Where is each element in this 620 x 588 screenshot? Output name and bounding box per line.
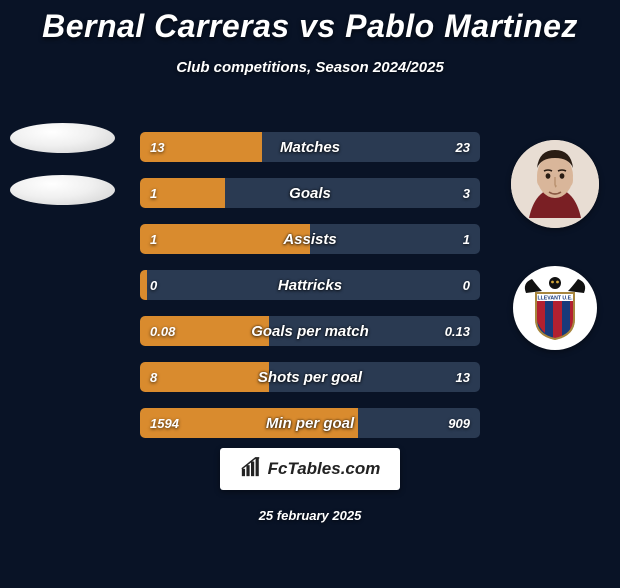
comparison-bars: Matches1323Goals13Assists11Hattricks00Go… [140,132,480,454]
bar-label: Goals [140,178,480,208]
footer-date: 25 february 2025 [0,508,620,523]
bar-value-right: 3 [463,178,470,208]
svg-text:LLEVANT U.E.: LLEVANT U.E. [537,296,573,302]
bar-value-right: 0.13 [445,316,470,346]
bar-label: Shots per goal [140,362,480,392]
bar-row: Goals per match0.08 0.13 [140,316,480,346]
bar-value-left: 1 [150,178,157,208]
bar-row: Goals1 3 [140,178,480,208]
bar-row: Min per goal1594 909 [140,408,480,438]
bar-row: Matches13 23 [140,132,480,162]
bar-label: Hattricks [140,270,480,300]
page-title: Bernal Carreras vs Pablo Martinez [0,8,620,45]
bar-value-left: 0.08 [150,316,175,346]
left-player-col [10,123,130,227]
bar-value-right: 23 [456,132,470,162]
bar-label: Assists [140,224,480,254]
brand-badge: FcTables.com [220,448,400,490]
bar-label: Matches [140,132,480,162]
bar-row: Assists1 1 [140,224,480,254]
bar-row: Hattricks0 0 [140,270,480,300]
brand-text: FcTables.com [268,459,381,479]
right-club-crest: LLEVANT U.E. [513,266,597,350]
subtitle: Club competitions, Season 2024/2025 [0,59,620,76]
brand-chart-icon [240,456,262,483]
bar-value-right: 0 [463,270,470,300]
bar-value-left: 13 [150,132,164,162]
bar-value-left: 1 [150,224,157,254]
bar-label: Goals per match [140,316,480,346]
right-player-col: LLEVANT U.E. [500,140,610,350]
bar-value-right: 1 [463,224,470,254]
bar-row: Shots per goal8 13 [140,362,480,392]
bar-value-right: 909 [448,408,470,438]
bar-label: Min per goal [140,408,480,438]
bar-value-left: 0 [150,270,157,300]
left-player-placeholder-ellipse-2 [10,175,115,205]
left-player-placeholder-ellipse-1 [10,123,115,153]
bar-value-left: 1594 [150,408,179,438]
bar-value-right: 13 [456,362,470,392]
right-player-avatar [511,140,599,228]
bar-value-left: 8 [150,362,157,392]
